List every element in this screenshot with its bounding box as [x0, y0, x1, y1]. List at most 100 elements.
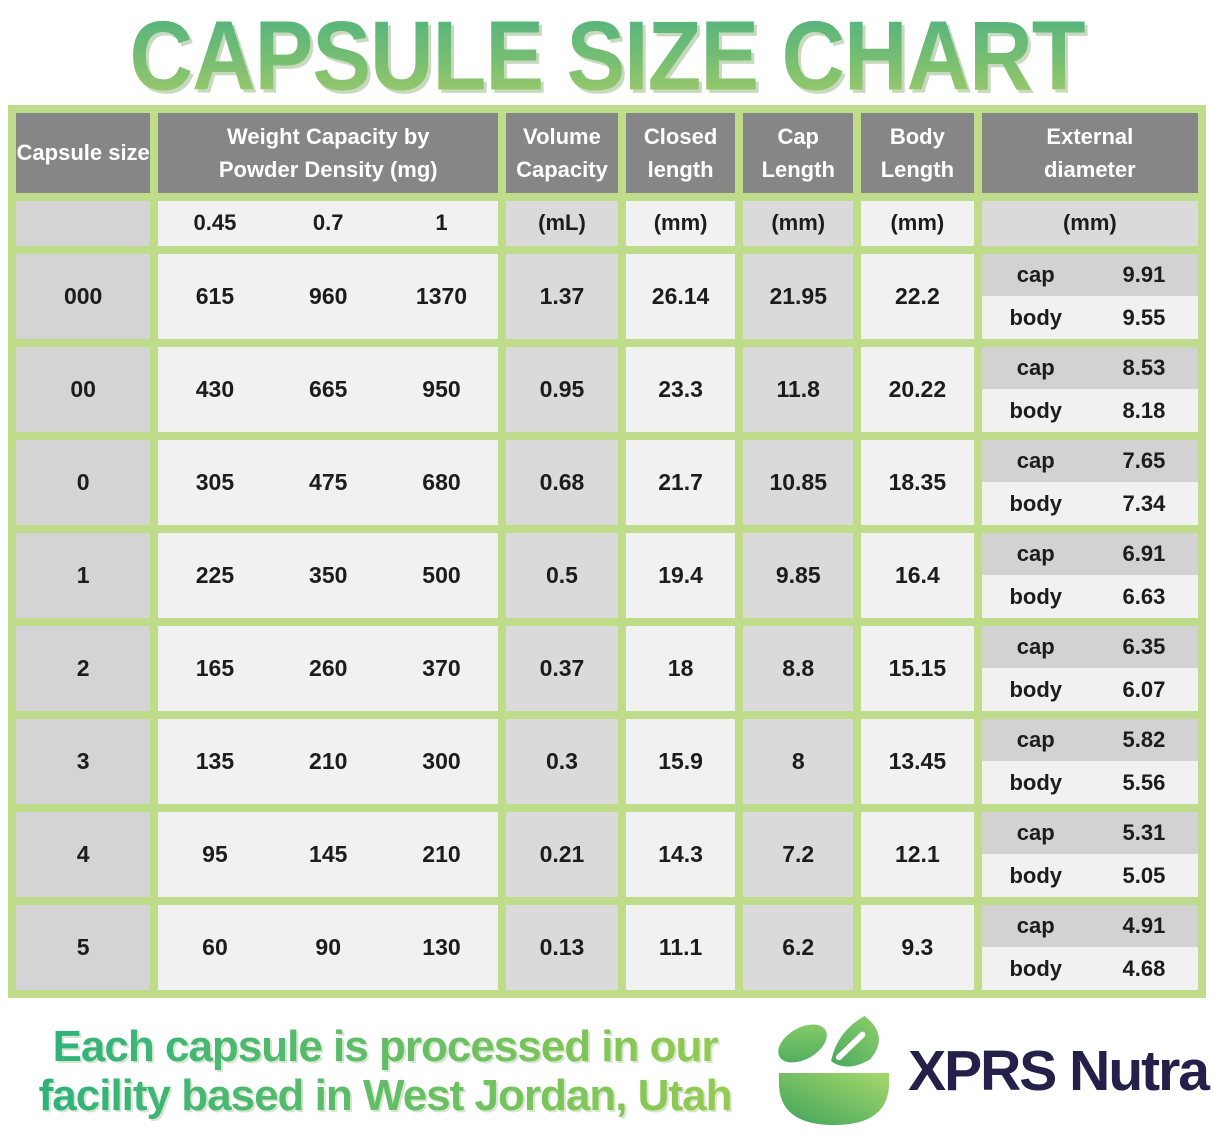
external-cap-value: 6.35 — [1122, 634, 1166, 660]
closed-length-cell: 19.4 — [625, 532, 736, 618]
volume-capacity-cell: 0.5 — [506, 532, 618, 618]
units-cap: (mm) — [743, 200, 854, 246]
weight-value: 210 — [309, 747, 348, 774]
external-diameter-cell: cap 6.91 body 6.63 — [981, 532, 1198, 618]
external-body-value: 5.05 — [1122, 862, 1166, 888]
external-cap-row: cap 4.91 — [981, 904, 1198, 948]
external-cap-label: cap — [1016, 448, 1055, 474]
external-cap-label: cap — [1016, 262, 1055, 288]
header-capsule-size: Capsule size — [16, 112, 151, 193]
external-cap-row: cap 7.65 — [981, 439, 1198, 483]
capsule-size-cell: 1 — [16, 532, 151, 618]
external-cap-row: cap 6.35 — [981, 625, 1198, 669]
footer-line2: facility based in West Jordan, Utah — [38, 1070, 732, 1120]
external-body-row: body 4.68 — [981, 947, 1198, 990]
cap-length-cell: 10.85 — [743, 439, 854, 525]
weight-capacity-cell: 165 260 370 — [158, 625, 499, 711]
weight-value: 60 — [202, 933, 228, 960]
volume-capacity-cell: 0.13 — [506, 904, 618, 990]
external-body-label: body — [1009, 490, 1063, 516]
external-cap-value: 5.82 — [1122, 727, 1166, 753]
cap-length-cell: 21.95 — [743, 253, 854, 339]
volume-capacity-cell: 0.3 — [506, 718, 618, 804]
weight-value: 90 — [315, 933, 342, 960]
weight-value: 130 — [422, 933, 461, 960]
footer: Each capsule is processed in our facilit… — [0, 998, 1214, 1130]
external-body-value: 8.18 — [1122, 397, 1166, 423]
external-body-value: 6.63 — [1122, 583, 1166, 609]
weight-capacity-cell: 615 960 1370 — [158, 253, 499, 339]
external-cap-label: cap — [1016, 541, 1055, 567]
header-cap-length: Cap Length — [743, 112, 854, 193]
body-length-cell: 12.1 — [861, 811, 974, 897]
header-external-diameter: External diameter — [981, 112, 1198, 193]
volume-capacity-cell: 0.95 — [506, 346, 618, 432]
external-cap-value: 7.65 — [1122, 448, 1166, 474]
cap-length-cell: 6.2 — [743, 904, 854, 990]
weight-value: 500 — [422, 561, 461, 588]
external-cap-value: 5.31 — [1122, 820, 1166, 846]
external-cap-row: cap 5.82 — [981, 718, 1198, 762]
weight-capacity-cell: 95 145 210 — [158, 811, 499, 897]
capsule-size-cell: 000 — [16, 253, 151, 339]
external-body-label: body — [1009, 304, 1063, 330]
weight-capacity-cell: 430 665 950 — [158, 346, 499, 432]
body-length-cell: 16.4 — [861, 532, 974, 618]
cap-length-cell: 11.8 — [743, 346, 854, 432]
external-body-label: body — [1009, 583, 1063, 609]
capsule-size-cell: 3 — [16, 718, 151, 804]
external-body-label: body — [1009, 397, 1063, 423]
external-body-row: body 5.56 — [981, 761, 1198, 804]
external-body-label: body — [1009, 955, 1063, 981]
weight-value: 210 — [422, 840, 461, 867]
capsule-size-cell: 00 — [16, 346, 151, 432]
brand-logo: XPRS Nutra — [770, 1012, 1210, 1130]
external-diameter-cell: cap 7.65 body 7.34 — [981, 439, 1198, 525]
bowl-icon — [779, 1072, 890, 1125]
capsule-size-cell: 0 — [16, 439, 151, 525]
external-body-value: 5.56 — [1122, 769, 1166, 795]
capsule-size-table: Capsule size Weight Capacity by Powder D… — [8, 104, 1206, 998]
cap-length-cell: 7.2 — [743, 811, 854, 897]
external-cap-row: cap 6.91 — [981, 532, 1198, 576]
capsule-size-cell: 2 — [16, 625, 151, 711]
volume-capacity-cell: 0.68 — [506, 439, 618, 525]
weight-value: 135 — [195, 747, 235, 774]
external-cap-value: 8.53 — [1122, 355, 1166, 381]
external-cap-label: cap — [1016, 820, 1055, 846]
units-body: (mm) — [861, 200, 974, 246]
weight-value: 225 — [195, 561, 235, 588]
external-body-row: body 9.55 — [981, 296, 1198, 339]
external-diameter-cell: cap 8.53 body 8.18 — [981, 346, 1198, 432]
external-body-label: body — [1009, 769, 1063, 795]
weight-capacity-cell: 225 350 500 — [158, 532, 499, 618]
external-body-label: body — [1009, 862, 1063, 888]
header-volume-capacity: Volume Capacity — [506, 112, 618, 193]
weight-value: 680 — [422, 468, 461, 495]
weight-value: 350 — [309, 561, 348, 588]
left-leaf-icon — [778, 1024, 827, 1063]
footer-line1: Each capsule is processed in our — [52, 1021, 718, 1071]
closed-length-cell: 15.9 — [625, 718, 736, 804]
external-cap-row: cap 9.91 — [981, 253, 1198, 297]
weight-capacity-cell: 135 210 300 — [158, 718, 499, 804]
volume-capacity-cell: 0.37 — [506, 625, 618, 711]
units-closed: (mm) — [625, 200, 736, 246]
units-volume: (mL) — [506, 200, 618, 246]
external-diameter-cell: cap 4.91 body 4.68 — [981, 904, 1198, 990]
external-diameter-cell: cap 9.91 body 9.55 — [981, 253, 1198, 339]
weight-value: 145 — [309, 840, 348, 867]
external-diameter-cell: cap 6.35 body 6.07 — [981, 625, 1198, 711]
header-weight-capacity: Weight Capacity by Powder Density (mg) — [158, 112, 499, 193]
weight-value: 960 — [309, 282, 348, 309]
external-body-row: body 7.34 — [981, 482, 1198, 525]
external-cap-label: cap — [1016, 634, 1055, 660]
capsule-size-cell: 5 — [16, 904, 151, 990]
external-body-row: body 5.05 — [981, 854, 1198, 897]
weight-value: 475 — [309, 468, 348, 495]
external-body-value: 4.68 — [1122, 955, 1166, 981]
external-body-row: body 8.18 — [981, 389, 1198, 432]
weight-value: 165 — [195, 654, 235, 681]
cap-length-cell: 9.85 — [743, 532, 854, 618]
weight-value: 260 — [309, 654, 348, 681]
